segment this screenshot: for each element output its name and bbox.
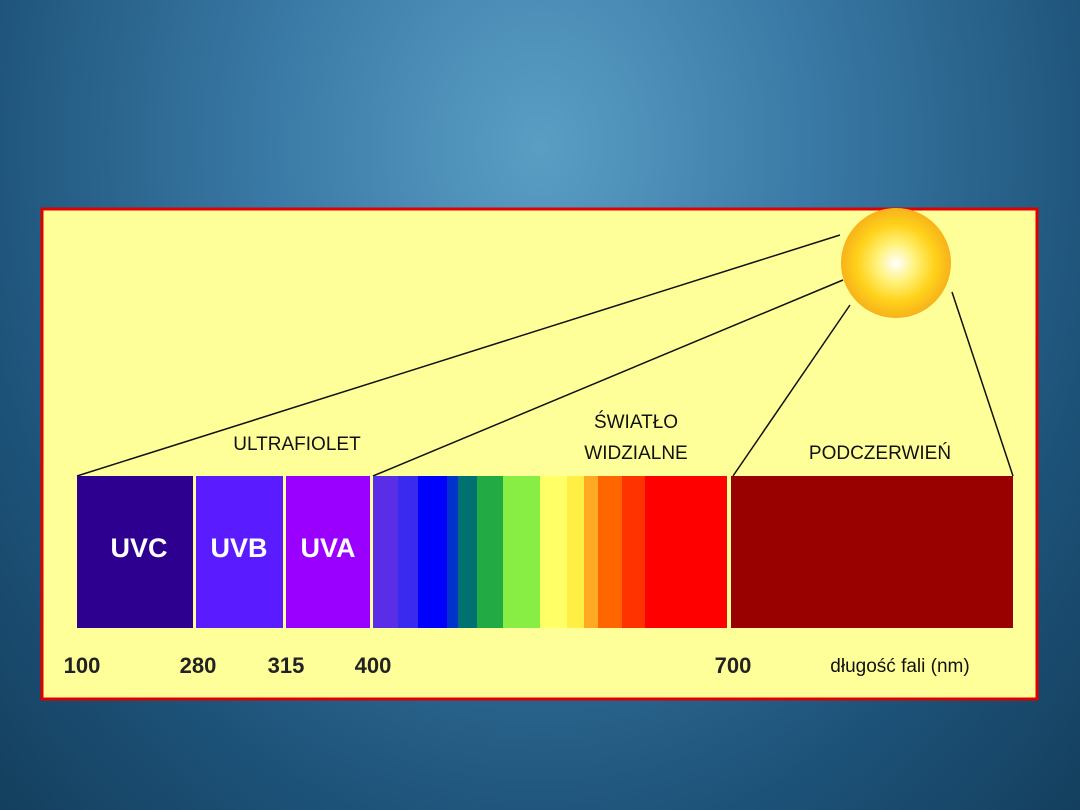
group-label: ŚWIATŁO bbox=[594, 411, 678, 433]
group-label: WIDZIALNE bbox=[584, 443, 687, 464]
unit-label: długość fali (nm) bbox=[830, 656, 969, 677]
line bbox=[951, 291, 1014, 477]
group-label: PODCZERWIEŃ bbox=[809, 443, 951, 464]
tick-label: 400 bbox=[355, 653, 392, 678]
stripe bbox=[398, 476, 418, 628]
sun bbox=[841, 208, 951, 318]
stripe bbox=[503, 476, 540, 628]
group-label: ULTRAFIOLET bbox=[233, 434, 361, 455]
projection-lines bbox=[76, 234, 1014, 477]
tick-label: 315 bbox=[268, 653, 305, 678]
uvc-band bbox=[77, 476, 193, 628]
stripe bbox=[418, 476, 447, 628]
stripe bbox=[447, 476, 458, 628]
stripe bbox=[540, 476, 567, 628]
band-label: UVC bbox=[110, 533, 167, 563]
tick-label: 700 bbox=[715, 653, 752, 678]
stripe bbox=[458, 476, 477, 628]
stripe bbox=[567, 476, 584, 628]
stripe bbox=[645, 476, 727, 628]
band-label: UVB bbox=[210, 533, 267, 563]
stripe bbox=[584, 476, 598, 628]
band-label: UVA bbox=[300, 533, 355, 563]
line bbox=[372, 279, 844, 477]
uva-band bbox=[286, 476, 370, 628]
stripe bbox=[622, 476, 645, 628]
tick-label: 100 bbox=[64, 653, 101, 678]
visible-band bbox=[373, 476, 727, 628]
stripe bbox=[477, 476, 503, 628]
bands bbox=[77, 476, 1013, 628]
tick-label: 280 bbox=[180, 653, 217, 678]
stripe bbox=[373, 476, 398, 628]
line bbox=[732, 304, 851, 477]
line bbox=[76, 234, 841, 477]
infrared-band bbox=[731, 476, 1013, 628]
stripe bbox=[598, 476, 622, 628]
uvb-band bbox=[196, 476, 283, 628]
